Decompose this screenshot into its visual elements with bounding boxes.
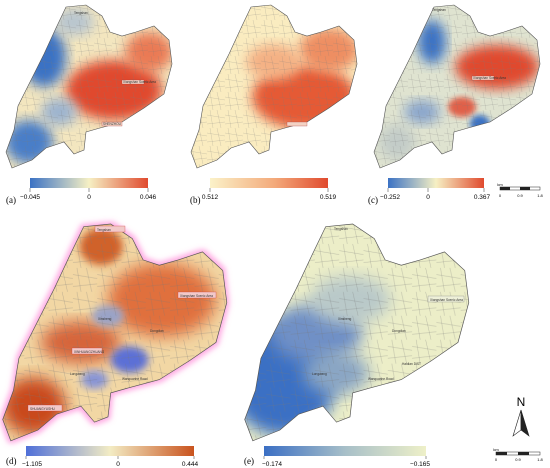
scale-unit: km xyxy=(497,182,503,187)
map-panel-a: Xiangshan Scenic Area SHENZHOU Tengshan xyxy=(5,4,173,169)
scale-tick: 1.8 xyxy=(537,457,543,462)
panel-label: (a) xyxy=(6,195,16,205)
colorbar-min: −0.174 xyxy=(262,461,282,468)
scale-tick: 0.9 xyxy=(515,457,521,462)
colorbar-min: −1.105 xyxy=(22,461,42,468)
panel-label: (e) xyxy=(244,456,254,466)
scale-unit: km xyxy=(493,447,499,452)
place-label: Xinsheng xyxy=(98,317,112,321)
scale-bar-bottom: km 0 0.9 1.8 xyxy=(493,447,543,462)
north-letter: N xyxy=(517,395,526,409)
colorbar-mid: 0 xyxy=(426,194,430,201)
place-label: Haidian DIST xyxy=(402,362,421,366)
map-panel-c: Xiangshan Scenic Area Tengshan xyxy=(373,4,541,169)
map-panel-d xyxy=(2,223,228,442)
panel-label: (d) xyxy=(6,456,17,466)
colorbar-mid: 0 xyxy=(87,194,91,201)
colorbar-mid: 0 xyxy=(116,461,120,468)
colorbar-min: −0.252 xyxy=(380,194,400,201)
map-panel-e xyxy=(244,223,470,442)
colorbar-max: −0.165 xyxy=(410,461,430,468)
panel-label: (b) xyxy=(190,195,201,205)
place-label: Dongdian xyxy=(392,329,406,333)
colorbar-a: (a) −0.045 0 0.046 xyxy=(6,178,157,205)
place-label: XINHUANGZHUANG xyxy=(74,350,105,354)
colorbar-d: (d) −1.105 0 0.444 xyxy=(6,446,199,468)
colorbar-b: (b) 0.512 0.519 xyxy=(190,178,337,205)
north-arrow-icon: N xyxy=(512,395,530,437)
colorbar-gradient xyxy=(264,446,426,456)
place-label: Wanquanhe Road xyxy=(368,377,394,381)
panel-d-place-labels: Tengshan Xiangshan Scenic Area Xinsheng … xyxy=(27,225,217,412)
place-label: Xiangshan Scenic Area xyxy=(473,76,506,80)
scale-tick: 1.8 xyxy=(537,193,543,198)
place-label: Dongdian xyxy=(150,329,164,333)
scale-tick: 0.9 xyxy=(517,193,523,198)
place-label: Xiangshan Scenic Area xyxy=(123,80,156,84)
panel-label: (c) xyxy=(368,195,378,205)
place-label: Xiangshan Scenic Area xyxy=(180,294,213,298)
place-label: Longwang xyxy=(70,372,85,376)
colorbar-min: 0.512 xyxy=(202,194,219,201)
map-panel-b xyxy=(190,4,358,169)
colorbar-c: (c) −0.252 0 0.367 xyxy=(368,178,491,205)
place-label: Tengshan xyxy=(334,227,348,231)
colorbar-gradient xyxy=(26,446,194,456)
place-label: Tengshan xyxy=(97,228,111,232)
scale-tick: 0 xyxy=(499,193,502,198)
colorbar-gradient xyxy=(30,178,148,188)
colorbar-gradient xyxy=(210,178,328,188)
place-label: SHUANGYUSHU xyxy=(30,407,55,411)
place-label: Tengshan xyxy=(432,8,446,12)
colorbar-max: 0.046 xyxy=(140,194,157,201)
colorbar-max: 0.367 xyxy=(474,194,491,201)
place-label: Xinsheng xyxy=(338,317,352,321)
place-label: SHENZHOU xyxy=(103,122,122,126)
place-label: Longwang xyxy=(312,372,327,376)
colorbar-e: (e) −0.174 −0.165 xyxy=(244,446,430,468)
place-label: Wanquanhe Road xyxy=(122,377,148,381)
colorbar-max: 0.519 xyxy=(320,194,337,201)
scale-bar-top: km 0 0.9 1.8 xyxy=(497,182,543,198)
scale-tick: 0 xyxy=(495,457,498,462)
place-label: Xiangshan Scenic Area xyxy=(430,298,463,302)
place-label: Tengshan xyxy=(74,11,88,15)
colorbar-gradient xyxy=(388,178,484,188)
colorbar-max: 0.444 xyxy=(182,461,199,468)
panel-e-place-labels: Tengshan Xiangshan Scenic Area Xinsheng … xyxy=(312,227,465,381)
colorbar-min: −0.045 xyxy=(20,194,40,201)
